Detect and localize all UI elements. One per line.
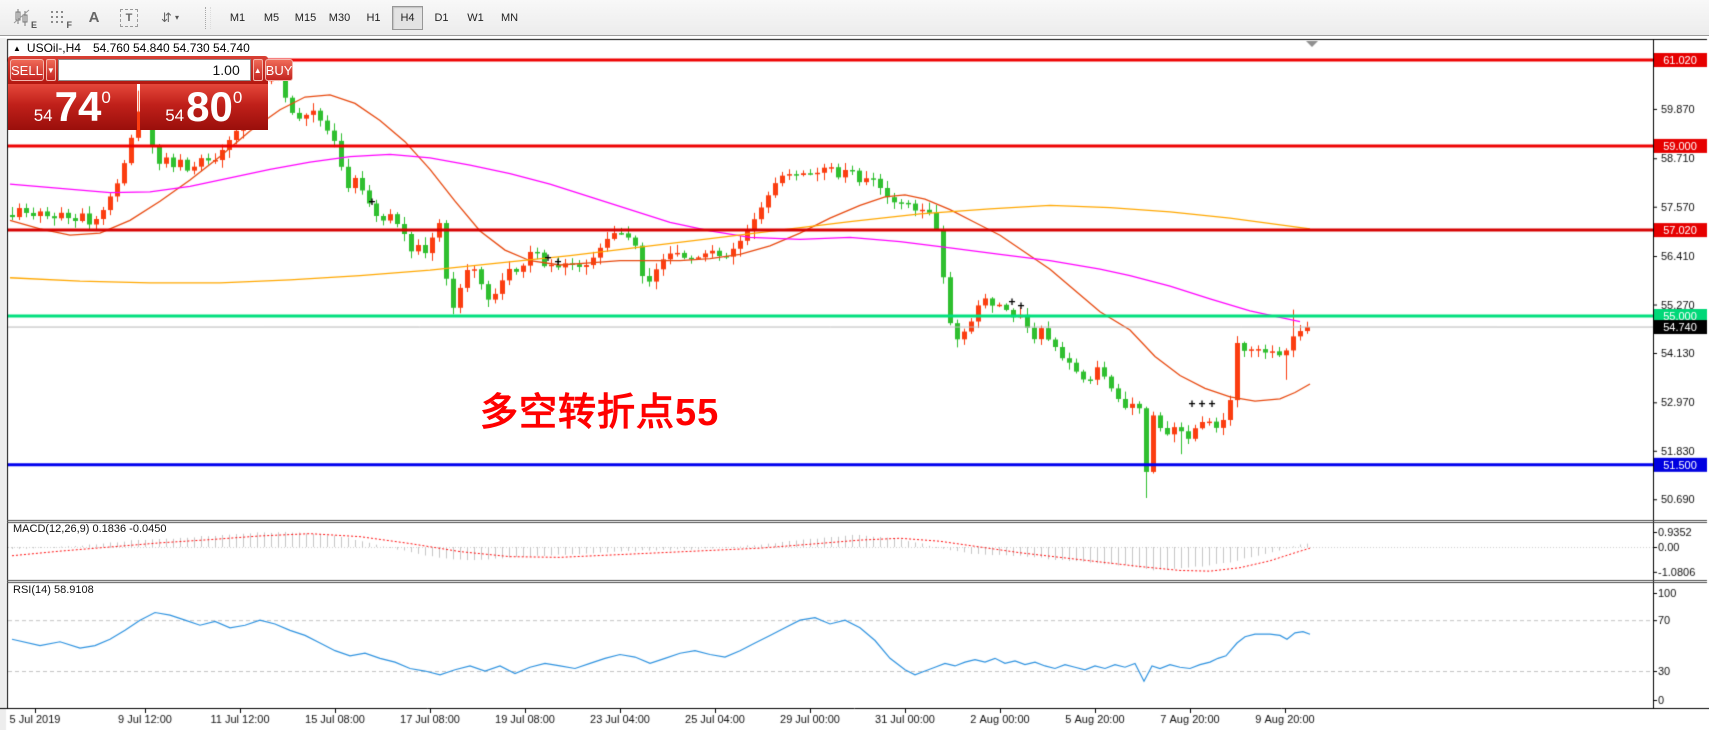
one-click-trading-panel: SELL ▼ ▲ BUY 54 74 0 54 80 0 [8,56,294,130]
buy-button[interactable]: BUY [264,59,294,81]
macd-label: MACD(12,26,9) 0.1836 -0.0450 [13,523,167,535]
chart-title: ▲ USOil-,H4 54.760 54.840 54.730 54.740 [13,41,250,55]
volume-decrease-button[interactable]: ▼ [45,59,56,81]
buy-price-big-figure: 54 [165,106,185,125]
toolbar-grip[interactable] [205,6,211,29]
expert-candles-icon[interactable]: E [8,5,40,31]
volume-increase-button[interactable]: ▲ [252,59,263,81]
cycles-dropdown-icon[interactable]: ⇵ ▾ [161,9,179,25]
tf-d1[interactable]: D1 [426,6,457,30]
tf-w1[interactable]: W1 [460,6,491,30]
grid-letter: F [66,19,73,30]
volume-input[interactable] [57,59,251,81]
trade-controls-row: SELL ▼ ▲ BUY [8,56,294,84]
buy-price[interactable]: 54 80 0 [139,83,268,130]
sell-price[interactable]: 54 74 0 [8,84,137,130]
collapse-arrow-icon[interactable]: ▲ [13,43,21,53]
buy-price-pips: 80 [186,83,233,130]
tf-h1[interactable]: H1 [358,6,389,30]
ohlc-quotes: 54.760 54.840 54.730 54.740 [92,41,250,55]
buy-price-point: 0 [232,88,243,107]
textbox-icon[interactable]: T [113,5,145,31]
grid-icon[interactable]: F [43,5,75,31]
sell-price-point: 0 [101,88,111,107]
sell-price-pips: 74 [54,83,102,130]
tf-m1[interactable]: M1 [222,6,253,30]
rsi-label: RSI(14) 58.9108 [13,584,94,596]
trade-prices-row: 54 74 0 54 80 0 [8,84,268,130]
chevron-down-icon: ▾ [174,13,179,22]
tf-m15[interactable]: M15 [290,6,321,30]
toolbar: E F A T ⇵ ▾ M1 M5 M15 M30 H1 H4 D1 W1 MN [0,0,1709,36]
chart-annotation: 多空转折点55 [480,392,720,434]
tf-mn[interactable]: MN [494,6,525,30]
expert-letter: E [30,19,37,30]
symbol-period: USOil-,H4 [26,41,81,55]
tf-m5[interactable]: M5 [256,6,287,30]
tf-h4-active[interactable]: H4 [392,5,423,30]
sell-button[interactable]: SELL [10,59,44,81]
tf-m30[interactable]: M30 [324,6,355,30]
text-label-icon[interactable]: A [88,9,100,26]
sell-price-big-figure: 54 [33,106,53,125]
